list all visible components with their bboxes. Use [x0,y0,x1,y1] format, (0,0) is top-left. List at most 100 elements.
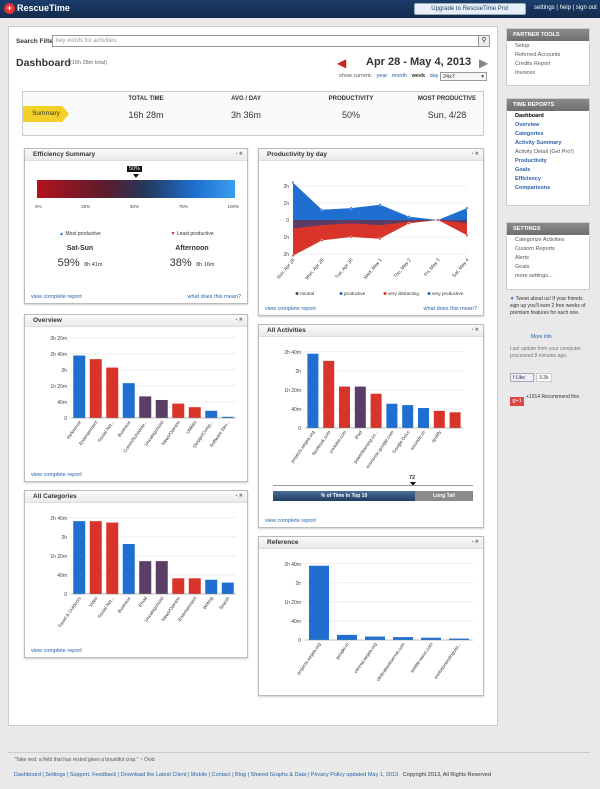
efficiency-ticks: 0% 25% 50% 75% 100% [35,204,239,209]
bar [365,636,385,640]
period-year[interactable]: year [376,73,388,79]
account-links[interactable]: settings | help | sign out [534,5,597,11]
report-item-0[interactable]: Dashboard [515,112,544,119]
bar [188,578,201,594]
x-tick-label: Video [88,595,99,608]
x-tick-label: Social Net... [97,596,115,619]
x-tick-label: rezonde.ch [409,429,426,451]
x-tick-label: google.ro [335,641,350,660]
data-point [320,239,324,242]
y-tick-label: 1h 20m [50,554,67,560]
search-input[interactable]: key words for activities [52,35,479,47]
period-day[interactable]: day [429,73,439,79]
partner-item-3[interactable]: Invoices [515,69,536,76]
data-point [465,206,469,210]
bar [449,412,461,428]
x-tick-label: Tue, Apr 30 [334,257,355,280]
tweet-text[interactable]: Tweet about us! If your friends sign up … [510,296,586,316]
next-period-icon[interactable]: ▶ [479,56,489,70]
app-logo[interactable]: + RescueTime [4,3,70,14]
bar [89,521,102,594]
search-icon[interactable]: ⚲ [478,35,490,47]
partner-item-1[interactable]: Referred Accounts [515,51,561,58]
tick-label: 25% [81,204,91,209]
report-item-8[interactable]: Comparisons [515,184,551,191]
panel-controls-icon[interactable]: ▪ ✖ [471,539,479,545]
data-point [320,208,324,212]
report-item-5[interactable]: Productivity [515,157,547,164]
bar [402,405,414,428]
what-does-this-mean-link[interactable]: what does this mean? [187,294,241,300]
down-arrow-icon: ▼ [170,231,176,237]
panel-controls-icon[interactable]: ▪ ✖ [471,151,479,157]
long-tail-bar: Long Tail [415,491,473,501]
x-tick-label: Business [117,595,132,614]
report-item-2[interactable]: Categories [515,130,544,137]
least-productive-day: Afternoon [175,245,209,252]
x-tick-label: Email [137,596,148,608]
chevron-down-icon: ▾ [481,74,484,80]
period-month[interactable]: month [391,73,408,79]
panel-title: All Activities [259,325,483,337]
range-select[interactable]: 24x7 ▾ [440,72,487,81]
y-tick-label: 40m [291,619,301,625]
report-item-6[interactable]: Goals [515,166,531,173]
upgrade-button[interactable]: Upgrade to RescueTime Pro! [414,3,526,15]
panel-controls-icon[interactable]: ▪ ✖ [235,317,243,323]
data-point [291,254,295,258]
report-item-1[interactable]: Overview [515,121,540,128]
period-week[interactable]: week [411,73,426,79]
gplus-count: +1914 [526,394,541,400]
bar [106,522,119,594]
most-productive-value: Sun, 4/28 [427,110,467,120]
legend-marker [295,292,299,295]
settings-item-1[interactable]: Custom Reports [515,245,555,252]
most-productive-label: Most productive [65,231,101,237]
view-report-link[interactable]: view complete report [31,472,82,478]
tick-label: 75% [178,204,188,209]
report-item-3[interactable]: Activity Summary [515,139,562,146]
previous-period-icon[interactable]: ◀ [337,56,347,70]
top10-marker: 72 [409,475,416,481]
what-does-this-mean-link[interactable]: what does this mean? [423,306,477,312]
total-time-value: 16h 28m [128,110,164,120]
gplus-text: +1914 Recommend this [526,394,586,400]
bar [122,383,135,418]
partner-item-2[interactable]: Credits Report [515,60,551,67]
view-report-link[interactable]: view complete report [265,306,316,312]
x-tick-label: Thu, May 2 [393,257,413,279]
view-report-link[interactable]: view complete report [31,648,82,654]
panel-controls-icon[interactable]: ▪ ✖ [235,493,243,499]
categories-panel: All Categories ▪ ✖ 0 40m 1h 20m 2h 2h 40m Tra… [24,490,248,658]
partner-item-0[interactable]: Setup [515,42,530,49]
view-report-link[interactable]: view complete report [31,294,82,300]
more-info-link[interactable]: More info [531,334,552,340]
panel-controls-icon[interactable]: ▪ ✖ [471,327,479,333]
bar [139,561,152,594]
avg-day-value: 3h 36m [230,110,262,120]
least-productive-pct: 38% [169,257,192,269]
settings-item-4[interactable]: more settings... [515,272,553,279]
settings-item-3[interactable]: Goals [515,263,530,270]
bar [307,353,319,428]
y-tick-label: 0 [298,638,301,644]
report-item-7[interactable]: Efficiency [515,175,541,182]
report-item-4[interactable]: Activity Detail (Get Pro!) [515,148,574,155]
panel-controls-icon[interactable]: ▪ ✖ [235,151,243,157]
gplus-button[interactable]: g+1 [510,397,524,406]
efficiency-marker: 50% [127,166,143,172]
x-tick-label: iPad [354,429,364,440]
footer-nav[interactable]: Dashboard | Settings | Support, Feedback… [14,772,399,778]
efficiency-gradient-bar [37,180,235,198]
bar [339,386,350,428]
like-button[interactable]: f Like [510,373,534,382]
x-tick-label: Sun, Apr 28 [276,257,297,280]
settings-item-2[interactable]: Alerts [515,254,530,261]
top10-bar: % of Time in Top 10 [273,491,415,501]
view-report-link[interactable]: view complete report [265,518,316,524]
settings-item-0[interactable]: Categorize Activities [515,236,565,243]
bar [73,355,86,418]
x-tick-label: Search [218,595,231,610]
footer-quote: "Take rest; a field that has rested give… [14,757,155,763]
